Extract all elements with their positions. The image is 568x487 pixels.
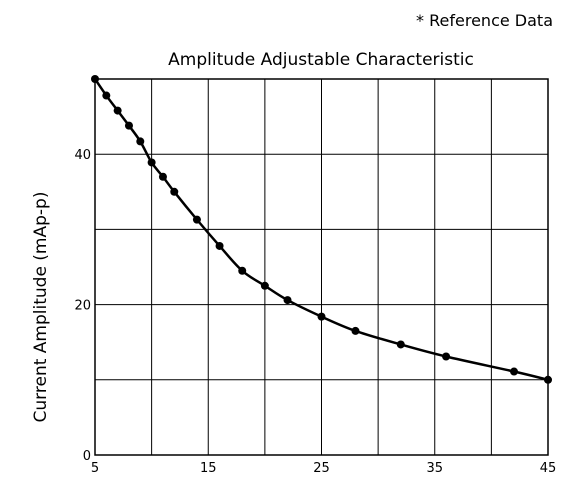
data-point: [124, 121, 133, 130]
y-axis-label: Current Amplitude (mAp-p): [31, 192, 51, 423]
x-tick-label: 35: [426, 461, 443, 476]
data-point: [396, 340, 405, 349]
reference-note: * Reference Data: [416, 11, 553, 30]
x-tick-labels: 5 15 25 35 45: [91, 461, 556, 476]
data-point: [544, 375, 552, 384]
data-point: [215, 241, 224, 250]
y-tick-label: 20: [74, 299, 91, 314]
data-point: [317, 312, 326, 321]
data-point: [136, 137, 145, 146]
series-layer: [91, 75, 552, 384]
x-tick-label: 45: [540, 461, 557, 476]
y-tick-labels: 0 20 40: [74, 148, 91, 464]
data-point: [147, 158, 156, 167]
data-point: [113, 106, 122, 115]
data-point: [351, 326, 360, 335]
data-point: [158, 172, 167, 181]
data-point: [283, 296, 292, 305]
data-point: [238, 266, 247, 275]
data-point: [170, 187, 179, 196]
y-tick-label: 0: [83, 449, 91, 464]
data-point: [102, 91, 111, 100]
grid: [95, 79, 548, 455]
y-tick-label: 40: [74, 148, 91, 163]
plot-frame: [94, 78, 549, 456]
chart-title: Amplitude Adjustable Characteristic: [168, 50, 474, 70]
x-tick-label: 25: [313, 461, 330, 476]
x-tick-label: 15: [200, 461, 217, 476]
data-point: [192, 215, 201, 224]
data-point: [91, 75, 99, 83]
data-point: [260, 281, 269, 290]
data-point: [510, 367, 519, 376]
data-point: [442, 352, 451, 361]
x-tick-label: 5: [91, 461, 99, 476]
